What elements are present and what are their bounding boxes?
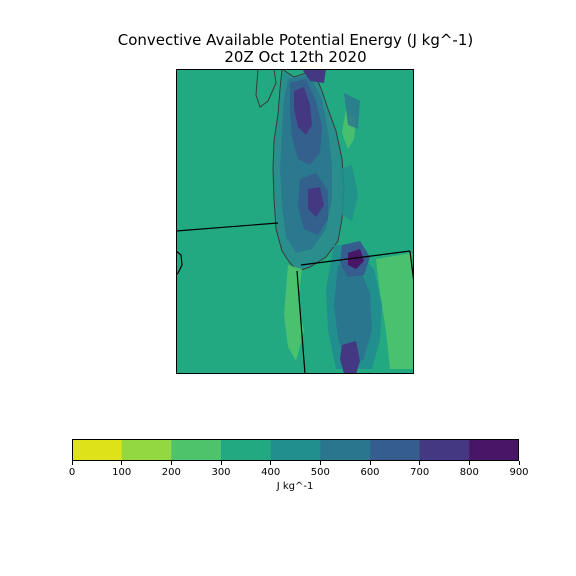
colorbar-tick-label: 100 [112,467,131,479]
colorbar-segment [171,439,221,461]
colorbar-tick [171,461,172,465]
cape-map [176,69,414,374]
colorbar-tick [72,461,73,465]
colorbar-segment [122,439,172,461]
colorbar-tick [320,461,321,465]
colorbar-unit-label: J kg^-1 [277,481,314,493]
colorbar-tick [469,461,470,465]
colorbar-segment [420,439,470,461]
colorbar-tick-label: 200 [162,467,181,479]
colorbar-tick-label: 500 [311,467,330,479]
colorbar-tick-label: 300 [211,467,230,479]
colorbar-segment [370,439,420,461]
colorbar-segment [271,439,321,461]
colorbar-tick-label: 800 [460,467,479,479]
colorbar-segment [469,439,519,461]
chart-subtitle: 20Z Oct 12th 2020 [0,49,576,66]
colorbar-segment [72,439,122,461]
colorbar-tick [121,461,122,465]
colorbar-tick-label: 700 [410,467,429,479]
colorbar-segment [221,439,271,461]
colorbar-tick [370,461,371,465]
colorbar [72,439,519,461]
colorbar-tick-label: 900 [509,467,528,479]
chart-title: Convective Available Potential Energy (J… [0,32,576,49]
colorbar-tick [270,461,271,465]
colorbar-tick [419,461,420,465]
colorbar-tick-label: 400 [261,467,280,479]
colorbar-tick [221,461,222,465]
colorbar-segment [320,439,370,461]
colorbar-tick-label: 600 [360,467,379,479]
colorbar-tick-label: 0 [69,467,75,479]
colorbar-tick [519,461,520,465]
